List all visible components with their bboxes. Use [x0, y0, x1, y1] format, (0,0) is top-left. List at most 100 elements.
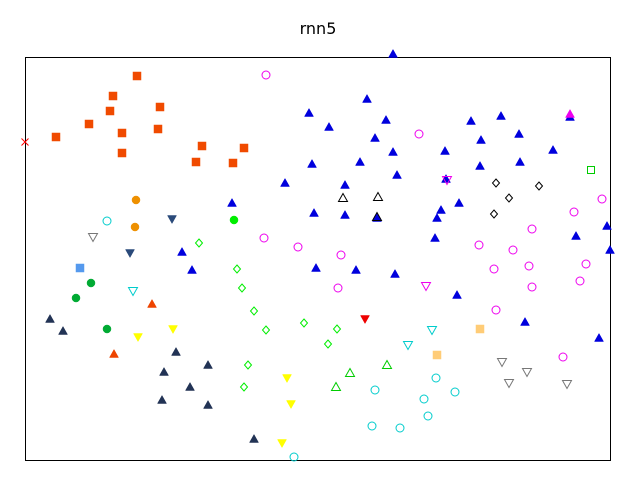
scatter-point-circle-6-12 — [581, 259, 591, 269]
scatter-point-triangle-up-2-18 — [466, 115, 476, 125]
scatter-point-circle-6-16 — [491, 305, 501, 315]
data-points — [21, 48, 615, 462]
scatter-point-triangle-down-20-0 — [168, 325, 178, 335]
scatter-point-triangle-up-19-6 — [157, 394, 167, 404]
scatter-point-triangle-up-19-1 — [58, 325, 68, 335]
scatter-point-triangle-down-13-1 — [496, 358, 508, 368]
scatter-point-triangle-up-23-1 — [344, 367, 356, 377]
scatter-point-triangle-down-7-0 — [441, 176, 453, 186]
scatter-point-square-0-1 — [108, 91, 118, 101]
scatter-point-circle-6-17 — [558, 352, 568, 362]
scatter-point-circle-12-0 — [102, 216, 112, 226]
scatter-point-circle-12-5 — [423, 411, 433, 421]
scatter-point-circle-6-7 — [259, 233, 269, 243]
scatter-point-triangle-up-2-7 — [355, 156, 365, 166]
scatter-point-triangle-up-2-34 — [571, 230, 581, 240]
scatter-point-triangle-down-20-3 — [286, 400, 296, 410]
scatter-point-triangle-down-20-4 — [277, 439, 287, 449]
scatter-point-triangle-up-2-38 — [311, 262, 321, 272]
scatter-point-triangle-up-19-5 — [185, 381, 195, 391]
scatter-point-circle-6-5 — [474, 240, 484, 250]
scatter-point-square-0-2 — [105, 106, 115, 116]
scatter-point-triangle-up-2-9 — [280, 177, 290, 187]
scatter-point-triangle-up-19-3 — [159, 366, 169, 376]
scatter-point-diamond-14-0 — [194, 238, 204, 248]
scatter-point-diamond-14-8 — [243, 360, 253, 370]
scatter-point-triangle-up-2-13 — [309, 207, 319, 217]
scatter-point-square-8-0 — [587, 166, 595, 174]
scatter-point-diamond-14-2 — [237, 283, 247, 293]
scatter-point-diamond-14-3 — [249, 306, 259, 316]
scatter-point-x-1-0 — [21, 138, 29, 146]
scatter-point-triangle-down-10-0 — [167, 215, 177, 225]
scatter-point-square-15-0 — [75, 263, 85, 273]
scatter-point-triangle-up-2-21 — [514, 128, 524, 138]
scatter-point-triangle-up-2-39 — [351, 264, 361, 274]
scatter-point-square-22-1 — [432, 350, 442, 360]
scatter-point-triangle-up-2-20 — [496, 110, 506, 120]
scatter-point-diamond-14-6 — [332, 324, 342, 334]
scatter-point-triangle-up-18-0 — [147, 298, 157, 308]
scatter-point-triangle-up-2-30 — [452, 289, 462, 299]
scatter-point-triangle-up-2-16 — [436, 204, 446, 214]
scatter-point-triangle-up-2-37 — [187, 264, 197, 274]
scatter-point-circle-12-7 — [395, 423, 405, 433]
scatter-point-triangle-up-18-1 — [109, 348, 119, 358]
scatter-point-circle-11-0 — [229, 215, 239, 225]
scatter-point-triangle-up-19-7 — [203, 399, 213, 409]
scatter-point-triangle-up-2-36 — [177, 246, 187, 256]
scatter-point-circle-6-4 — [527, 224, 537, 234]
scatter-point-triangle-down-20-2 — [282, 374, 292, 384]
scatter-point-triangle-down-17-1 — [426, 326, 438, 336]
scatter-point-triangle-down-13-3 — [503, 379, 515, 389]
scatter-point-triangle-down-21-0 — [360, 315, 370, 325]
scatter-point-triangle-up-3-0 — [337, 192, 349, 202]
scatter-point-triangle-up-2-35 — [594, 332, 604, 342]
scatter-point-triangle-up-19-4 — [203, 359, 213, 369]
scatter-point-diamond-14-5 — [299, 318, 309, 328]
scatter-point-triangle-up-19-2 — [171, 346, 181, 356]
scatter-point-triangle-up-19-8 — [249, 433, 259, 443]
scatter-point-circle-6-14 — [527, 282, 537, 292]
scatter-point-triangle-up-23-2 — [330, 381, 342, 391]
scatter-point-circle-6-15 — [333, 283, 343, 293]
scatter-point-square-0-5 — [117, 128, 127, 138]
scatter-point-circle-16-0 — [86, 278, 96, 288]
scatter-point-square-0-9 — [197, 141, 207, 151]
scatter-point-triangle-up-2-1 — [362, 93, 372, 103]
scatter-point-square-0-6 — [153, 124, 163, 134]
scatter-point-circle-6-3 — [569, 207, 579, 217]
scatter-point-circle-12-8 — [289, 452, 299, 462]
scatter-point-triangle-up-2-40 — [390, 268, 400, 278]
scatter-point-triangle-up-2-11 — [227, 197, 237, 207]
scatter-point-circle-6-13 — [575, 276, 585, 286]
scatter-point-diamond-14-7 — [323, 339, 333, 349]
plot-frame — [25, 57, 611, 461]
scatter-point-triangle-up-2-24 — [454, 197, 464, 207]
scatter-point-diamond-4-1 — [504, 193, 514, 203]
scatter-point-circle-6-6 — [508, 245, 518, 255]
scatter-point-triangle-down-13-4 — [561, 380, 573, 390]
scatter-point-triangle-up-2-25 — [515, 156, 525, 166]
scatter-point-triangle-down-17-0 — [127, 287, 139, 297]
scatter-point-triangle-up-19-0 — [45, 313, 55, 323]
scatter-point-triangle-up-2-32 — [602, 220, 612, 230]
scatter-point-square-0-12 — [228, 158, 238, 168]
scatter-point-circle-6-1 — [414, 129, 424, 139]
scatter-point-circle-9-0 — [131, 195, 141, 205]
scatter-point-square-0-10 — [239, 143, 249, 153]
scatter-point-circle-6-2 — [597, 194, 607, 204]
scatter-point-triangle-up-3-1 — [372, 191, 384, 201]
scatter-point-square-0-11 — [191, 157, 201, 167]
scatter-point-triangle-up-3-2 — [371, 211, 383, 221]
scatter-point-triangle-up-2-17 — [440, 145, 450, 155]
scatter-point-circle-6-10 — [489, 264, 499, 274]
scatter-point-circle-6-0 — [261, 70, 271, 80]
scatter-point-diamond-14-1 — [232, 264, 242, 274]
scatter-point-triangle-down-13-2 — [521, 368, 533, 378]
scatter-point-triangle-up-2-2 — [304, 107, 314, 117]
scatter-point-circle-12-4 — [419, 394, 429, 404]
scatter-point-triangle-up-23-0 — [381, 359, 393, 369]
scatter-point-triangle-up-2-26 — [548, 144, 558, 154]
